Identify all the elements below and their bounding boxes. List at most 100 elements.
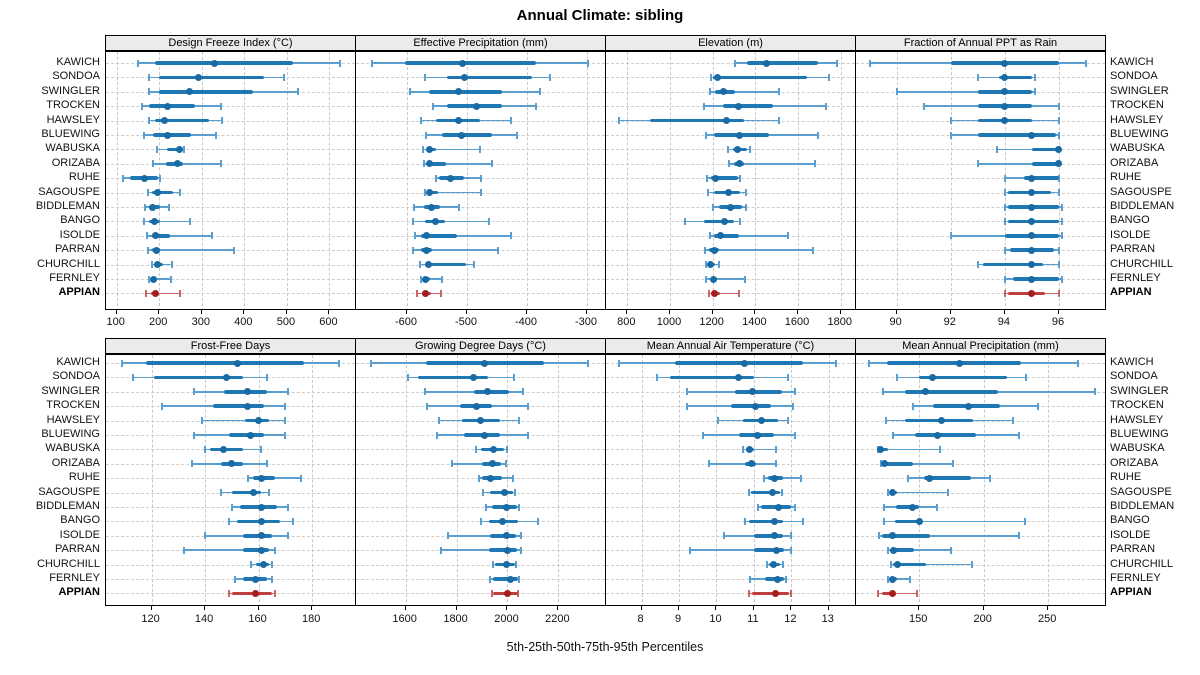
- whisker-cap: [424, 73, 426, 81]
- x-tick-label: -600: [394, 316, 418, 328]
- whisker-cap: [169, 275, 172, 283]
- gridline-vertical: [896, 52, 898, 309]
- station-label: BLUEWING: [1110, 428, 1169, 440]
- median-dot: [709, 275, 717, 283]
- station-label: HAWSLEY: [1110, 113, 1164, 126]
- whisker-cap: [151, 261, 154, 269]
- whisker-cap: [416, 289, 419, 297]
- panel-title: Design Freeze Index (°C): [168, 37, 293, 49]
- iqr-bar: [488, 548, 517, 552]
- whisker-cap: [709, 88, 712, 96]
- whisker-cap: [412, 203, 415, 211]
- whisker-cap: [538, 88, 541, 96]
- gridline-horizontal: [856, 449, 1105, 451]
- median-dot: [1028, 131, 1036, 139]
- whisker-line: [880, 463, 953, 465]
- median-dot: [1028, 203, 1036, 211]
- whisker-cap: [787, 232, 789, 240]
- iqr-bar: [999, 75, 1032, 80]
- gridline-horizontal: [106, 579, 355, 580]
- x-tick: [257, 606, 259, 610]
- panel-plot-elevation-m: [605, 51, 856, 310]
- whisker-cap: [744, 275, 747, 283]
- whisker-cap: [737, 289, 740, 297]
- whisker-cap: [287, 532, 290, 540]
- whisker-cap: [497, 246, 500, 254]
- median-dot: [757, 417, 765, 425]
- panel-strip-effective-precipitation-mm: Effective Precipitation (mm): [355, 35, 606, 51]
- median-dot: [735, 102, 743, 110]
- x-tick: [895, 310, 897, 314]
- station-label: CHURCHILL: [1110, 257, 1173, 270]
- median-dot: [455, 117, 463, 125]
- whisker-cap: [882, 388, 885, 396]
- whisker-cap: [145, 289, 148, 297]
- whisker-cap: [949, 117, 952, 125]
- x-tick: [328, 310, 330, 314]
- whisker-cap: [717, 261, 720, 269]
- median-dot: [922, 388, 930, 396]
- median-dot: [427, 203, 435, 211]
- iqr-bar: [154, 118, 209, 123]
- x-tick-label: 1800: [827, 316, 852, 328]
- median-dot: [769, 489, 777, 497]
- whisker-cap: [1057, 102, 1060, 110]
- iqr-bar: [895, 505, 920, 509]
- median-dot: [741, 359, 749, 367]
- whisker-line: [423, 163, 493, 165]
- panel-plot-mean-annual-air-temperature-c: [605, 354, 856, 606]
- iqr-bar: [713, 75, 807, 80]
- whisker-cap: [287, 388, 290, 396]
- median-dot: [888, 532, 896, 540]
- whisker-cap: [778, 117, 781, 125]
- whisker-line: [413, 249, 499, 251]
- gridline-vertical: [558, 355, 560, 605]
- whisker-cap: [515, 561, 518, 569]
- whisker-cap: [896, 373, 899, 381]
- station-label: RUHE: [68, 471, 100, 484]
- median-dot: [473, 402, 481, 410]
- gridline-horizontal: [856, 221, 1105, 223]
- station-label: SAGOUSPE: [38, 485, 100, 498]
- iqr-bar: [735, 390, 782, 394]
- median-dot: [706, 261, 714, 269]
- x-tick-label: 300: [191, 316, 210, 328]
- whisker-cap: [517, 417, 520, 425]
- gridline-horizontal: [606, 507, 855, 508]
- median-dot: [486, 474, 494, 482]
- median-dot: [244, 388, 252, 396]
- iqr-bar: [418, 375, 489, 380]
- whisker-cap: [749, 575, 752, 583]
- iqr-bar: [1023, 176, 1059, 180]
- iqr-bar: [713, 234, 739, 238]
- whisker-cap: [371, 59, 374, 67]
- iqr-bar: [213, 404, 264, 408]
- median-dot: [771, 589, 779, 597]
- iqr-bar: [731, 404, 771, 408]
- whisker-cap: [707, 460, 710, 468]
- whisker-cap: [794, 431, 797, 439]
- station-label: BLUEWING: [41, 428, 100, 440]
- whisker-cap: [938, 445, 941, 453]
- station-label: BIDDLEMAN: [1110, 500, 1175, 512]
- gridline-horizontal: [856, 250, 1105, 252]
- x-tick-label: 400: [234, 316, 253, 328]
- x-tick: [640, 606, 642, 610]
- median-dot: [257, 546, 265, 554]
- median-dot: [1028, 289, 1036, 297]
- station-label: SONDOA: [52, 70, 100, 83]
- median-dot: [460, 73, 468, 81]
- median-dot: [175, 145, 183, 153]
- gridline-horizontal: [856, 463, 1105, 465]
- median-dot: [888, 575, 896, 583]
- panel-title: Mean Annual Air Temperature (°C): [646, 340, 815, 352]
- whisker-cap: [147, 275, 150, 283]
- gridline-vertical: [753, 355, 755, 605]
- median-dot: [426, 160, 434, 168]
- gridline-horizontal: [606, 564, 855, 566]
- whisker-cap: [121, 359, 124, 367]
- gridline-horizontal: [606, 63, 855, 64]
- station-label: CHURCHILL: [1110, 557, 1173, 570]
- x-tick-label: 12: [784, 613, 797, 625]
- gridline-horizontal: [106, 178, 355, 180]
